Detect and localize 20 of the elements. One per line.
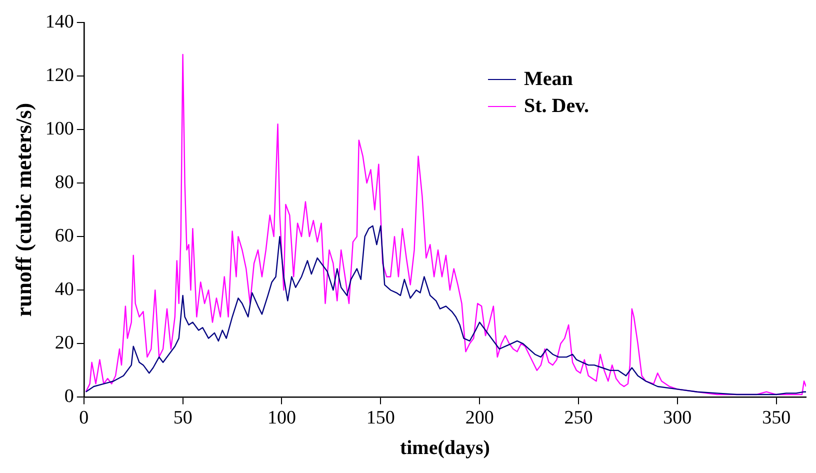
legend-label: Mean xyxy=(524,68,573,91)
x-tick-label: 150 xyxy=(366,408,395,429)
x-tick-label: 100 xyxy=(267,408,296,429)
x-tick-label: 200 xyxy=(465,408,494,429)
y-tick-label: 60 xyxy=(54,226,74,247)
y-tick-label: 100 xyxy=(45,118,74,140)
x-tick-label: 350 xyxy=(762,408,791,429)
x-tick-label: 250 xyxy=(564,408,593,429)
x-tick-label: 300 xyxy=(663,408,692,429)
y-tick-label: 140 xyxy=(45,11,74,32)
y-tick-label: 20 xyxy=(54,332,74,354)
y-axis-title: runoff (cubic meters/s) xyxy=(10,102,36,317)
y-tick-label: 120 xyxy=(45,64,74,86)
x-tick-label: 0 xyxy=(79,408,89,429)
x-tick-label: 50 xyxy=(173,408,192,429)
y-tick-label: 0 xyxy=(64,386,74,408)
x-axis-title: time(days) xyxy=(400,437,490,460)
y-tick-label: 40 xyxy=(54,279,74,300)
legend-label: St. Dev. xyxy=(524,95,589,118)
y-tick-label: 80 xyxy=(54,172,74,194)
